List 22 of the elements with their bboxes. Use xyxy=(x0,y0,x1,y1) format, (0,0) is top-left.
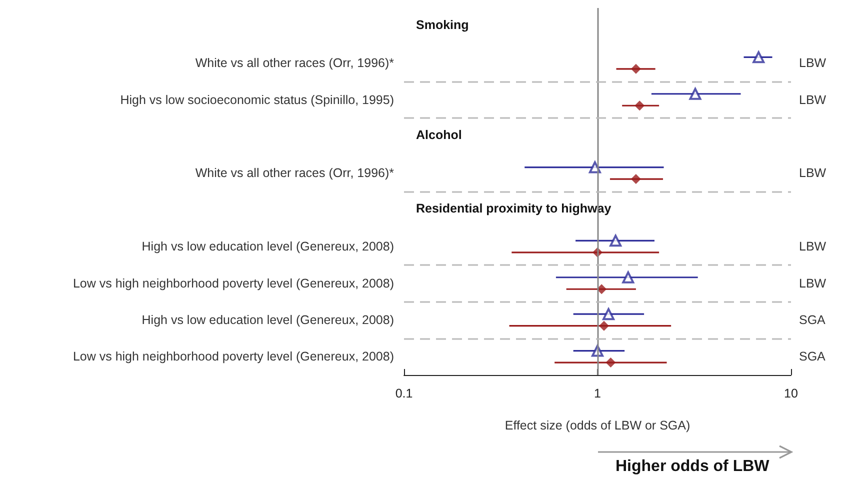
y-tick-label: White vs all other races (Orr, 1996)* xyxy=(195,56,394,70)
x-tick-label: 10 xyxy=(784,386,798,400)
y2-tick-label: SGA xyxy=(799,350,826,364)
y-tick-label: Low vs high neighborhood poverty level (Genereux, 2008) xyxy=(72,350,394,364)
y-tick-label: High vs low socioeconomic status (Spinillo, 1995) xyxy=(120,92,394,107)
y-tick-label: Residential proximity to highway xyxy=(416,201,612,216)
y-tick-label: High vs low education level (Genereux, 2008) xyxy=(142,240,394,254)
x-tick-label: 0.1 xyxy=(395,386,413,400)
x-tick-label: 1 xyxy=(594,386,602,400)
y2-tick-label: SGA xyxy=(799,312,826,327)
x-axis-title: Effect size (odds of LBW or SGA) xyxy=(504,418,690,432)
y2-tick-label: LBW xyxy=(799,240,826,254)
y2-tick-label: LBW xyxy=(799,166,826,180)
y-tick-label: High vs low education level (Genereux, 2008) xyxy=(142,312,394,327)
y-tick-label: Low vs high neighborhood poverty level (Genereux, 2008) xyxy=(72,276,394,290)
y2-tick-label: LBW xyxy=(799,276,826,290)
text: Higher odds of LBW xyxy=(616,458,770,476)
y-tick-label: Smoking xyxy=(416,18,469,32)
y2-tick-label: LBW xyxy=(799,56,826,70)
y2-tick-label: LBW xyxy=(799,92,826,107)
y-tick-label: White vs all other races (Orr, 1996)* xyxy=(195,166,394,180)
y-tick-label: Alcohol xyxy=(416,128,462,142)
